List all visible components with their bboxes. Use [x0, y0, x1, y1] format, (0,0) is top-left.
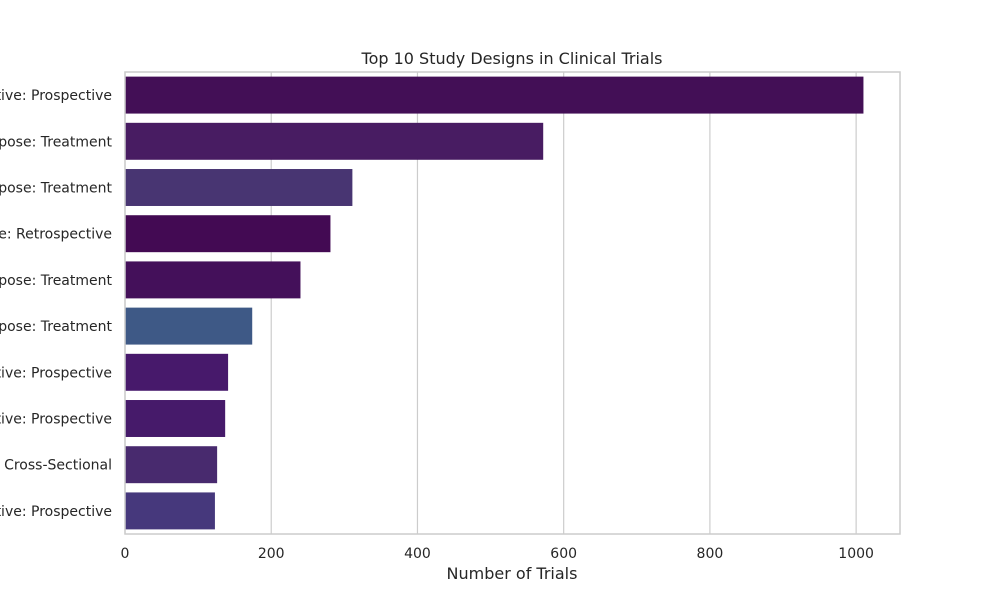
bar — [125, 215, 331, 253]
bar — [125, 353, 229, 391]
y-category-label: tive: Prospective — [0, 412, 112, 428]
y-category-label: tive: Prospective — [0, 365, 112, 381]
bar — [125, 400, 226, 437]
bars — [125, 76, 864, 530]
y-category-label: tive: Prospective — [0, 504, 112, 520]
bar — [125, 169, 353, 206]
x-tick-label: 800 — [697, 546, 724, 562]
y-category-label: rpose: Treatment — [0, 273, 112, 289]
x-tick-label: 400 — [404, 546, 431, 562]
y-category-label: tive: Prospective — [0, 88, 112, 104]
y-category-labels: tive: Prospective rpose: Treatment rpose: … — [0, 88, 112, 520]
bar — [125, 122, 544, 160]
x-tick-label: 0 — [121, 546, 130, 562]
bar — [125, 307, 253, 345]
x-axis-title: Number of Trials — [447, 564, 578, 583]
chart-title: Top 10 Study Designs in Clinical Trials — [361, 49, 663, 68]
x-tick-label: 600 — [550, 546, 577, 562]
y-category-label: rpose: Treatment — [0, 319, 112, 335]
bar — [125, 492, 215, 530]
y-category-label: Cross-Sectional — [4, 458, 112, 474]
bar — [125, 76, 864, 114]
y-category-label: rpose: Treatment — [0, 134, 112, 150]
x-tick-label: 200 — [258, 546, 285, 562]
bar — [125, 261, 301, 299]
y-category-label: rpose: Treatment — [0, 181, 112, 197]
x-tick-label: 1000 — [838, 546, 874, 562]
x-tick-labels: 0 200 400 600 800 1000 — [121, 546, 874, 562]
bar — [125, 446, 218, 484]
plot-frame — [124, 71, 901, 535]
y-category-label: e: Retrospective — [0, 227, 112, 243]
